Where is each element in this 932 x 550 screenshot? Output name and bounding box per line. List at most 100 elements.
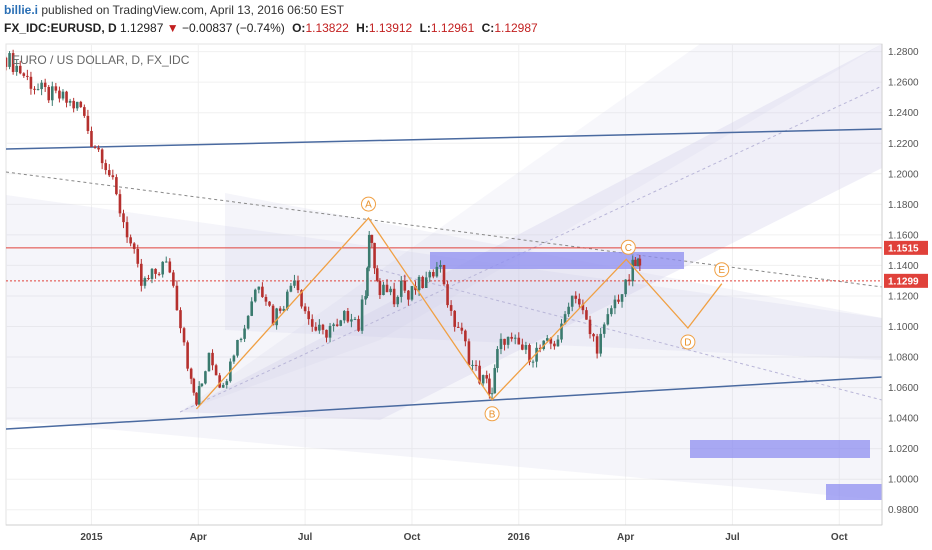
chart-title: EURO / US DOLLAR, D, FX_IDC — [12, 53, 190, 67]
candle-body — [385, 284, 389, 293]
candle-body — [90, 130, 93, 147]
wave-label-circle[interactable] — [714, 262, 730, 278]
candle-body — [503, 338, 506, 345]
candle-body — [521, 344, 524, 350]
candle-body — [61, 91, 65, 99]
candle-body — [250, 301, 254, 316]
wave-label-circle[interactable] — [620, 239, 636, 255]
candle-body — [513, 337, 517, 339]
candle-body — [189, 368, 193, 379]
candle-body — [65, 91, 68, 103]
candle-body — [100, 149, 104, 164]
candle-body — [18, 65, 22, 74]
candle-body — [428, 271, 432, 278]
y-tick-label: 1.2200 — [888, 139, 919, 150]
candle-body — [636, 258, 640, 267]
candle-body — [467, 341, 471, 366]
upper-trendline[interactable] — [6, 128, 882, 150]
candle-body — [321, 324, 325, 330]
candle-body — [293, 280, 296, 286]
candle-body — [43, 82, 47, 87]
candle-body — [396, 296, 400, 305]
candle-body — [72, 100, 75, 109]
target-zone-1[interactable] — [690, 440, 870, 458]
candle-body — [421, 276, 424, 288]
candle-body — [567, 306, 570, 315]
lower-trendline[interactable] — [6, 376, 882, 430]
candle-body — [620, 294, 624, 302]
candle-body — [592, 334, 595, 337]
candle-body — [602, 324, 606, 334]
candle-body — [83, 107, 86, 116]
candle-body — [136, 248, 140, 264]
candle-body — [456, 326, 460, 328]
y-tick-label: 1.1800 — [888, 200, 919, 211]
candle-body — [553, 343, 556, 347]
price-label-box: 1.1299 — [884, 273, 928, 288]
candle-body — [350, 319, 353, 322]
candle-body — [268, 301, 271, 306]
candle-body — [182, 328, 186, 343]
candle-body — [289, 285, 293, 292]
rising-channel — [180, 44, 882, 420]
candle-body — [574, 295, 578, 299]
candle-body — [33, 88, 36, 90]
candle-body — [549, 338, 553, 344]
y-tick-label: 1.2400 — [888, 108, 919, 119]
candle-body — [563, 314, 567, 324]
candle-body — [118, 194, 122, 214]
wave-label-circle[interactable] — [361, 196, 377, 212]
descending-channel-inner — [225, 193, 882, 360]
candle-body — [606, 314, 610, 325]
candle-body — [168, 261, 172, 273]
candle-body — [243, 328, 246, 339]
candle-body — [449, 305, 453, 311]
candle-body — [214, 365, 218, 376]
candle-body — [493, 368, 497, 394]
candle-body — [271, 305, 275, 326]
candle-body — [328, 325, 332, 338]
price-axis-ticks: 1.2800 1.2600 1.2400 1.2200 1.2000 1.1800 1.16… — [888, 47, 919, 516]
candle-body — [15, 65, 18, 72]
author-link[interactable]: billie.i — [4, 3, 39, 17]
candle-body — [631, 259, 635, 282]
candle-body — [175, 285, 179, 311]
candle-body — [132, 243, 136, 249]
candle-body — [538, 347, 542, 349]
y-tick-label: 1.2600 — [888, 78, 919, 89]
candle-body — [286, 291, 289, 309]
wave-label-circle[interactable] — [680, 334, 696, 350]
wave-label-e: E — [718, 265, 725, 276]
candle-body — [314, 326, 318, 331]
candle-body — [221, 384, 225, 388]
target-zone-2[interactable] — [826, 484, 882, 500]
candle-body — [97, 147, 100, 150]
wave-pattern[interactable]: A B C D E — [196, 196, 730, 422]
y-tick-label: 1.1600 — [888, 230, 919, 241]
candle-body — [207, 352, 211, 372]
candle-body — [373, 242, 376, 269]
candle-body — [485, 375, 489, 379]
chart-header: billie.i published on TradingView.com, A… — [0, 0, 932, 40]
y-tick-label: 1.0400 — [888, 414, 919, 425]
candle-body — [613, 299, 617, 309]
candle-body — [164, 261, 168, 263]
resistance-zone[interactable] — [430, 252, 684, 269]
symbol-label: FX_IDC:EURUSD, D — [4, 21, 117, 35]
candle-body — [332, 324, 335, 326]
candle-body — [342, 311, 346, 321]
candle-body — [499, 338, 503, 350]
candle-body — [11, 53, 15, 72]
candle-body — [424, 277, 428, 288]
publish-info: published on TradingView.com, April 13, … — [41, 3, 345, 17]
wave-label-circle[interactable] — [484, 406, 500, 422]
y-tick-label: 1.1000 — [888, 322, 919, 333]
y-tick-label: 1.1400 — [888, 261, 919, 272]
candle-body — [506, 336, 510, 345]
candle-body — [8, 53, 11, 67]
low-value: 1.12961 — [430, 21, 475, 35]
last-price: 1.12987 — [120, 21, 164, 35]
y-tick-label: 0.9800 — [888, 505, 919, 516]
candle-body — [610, 308, 613, 315]
